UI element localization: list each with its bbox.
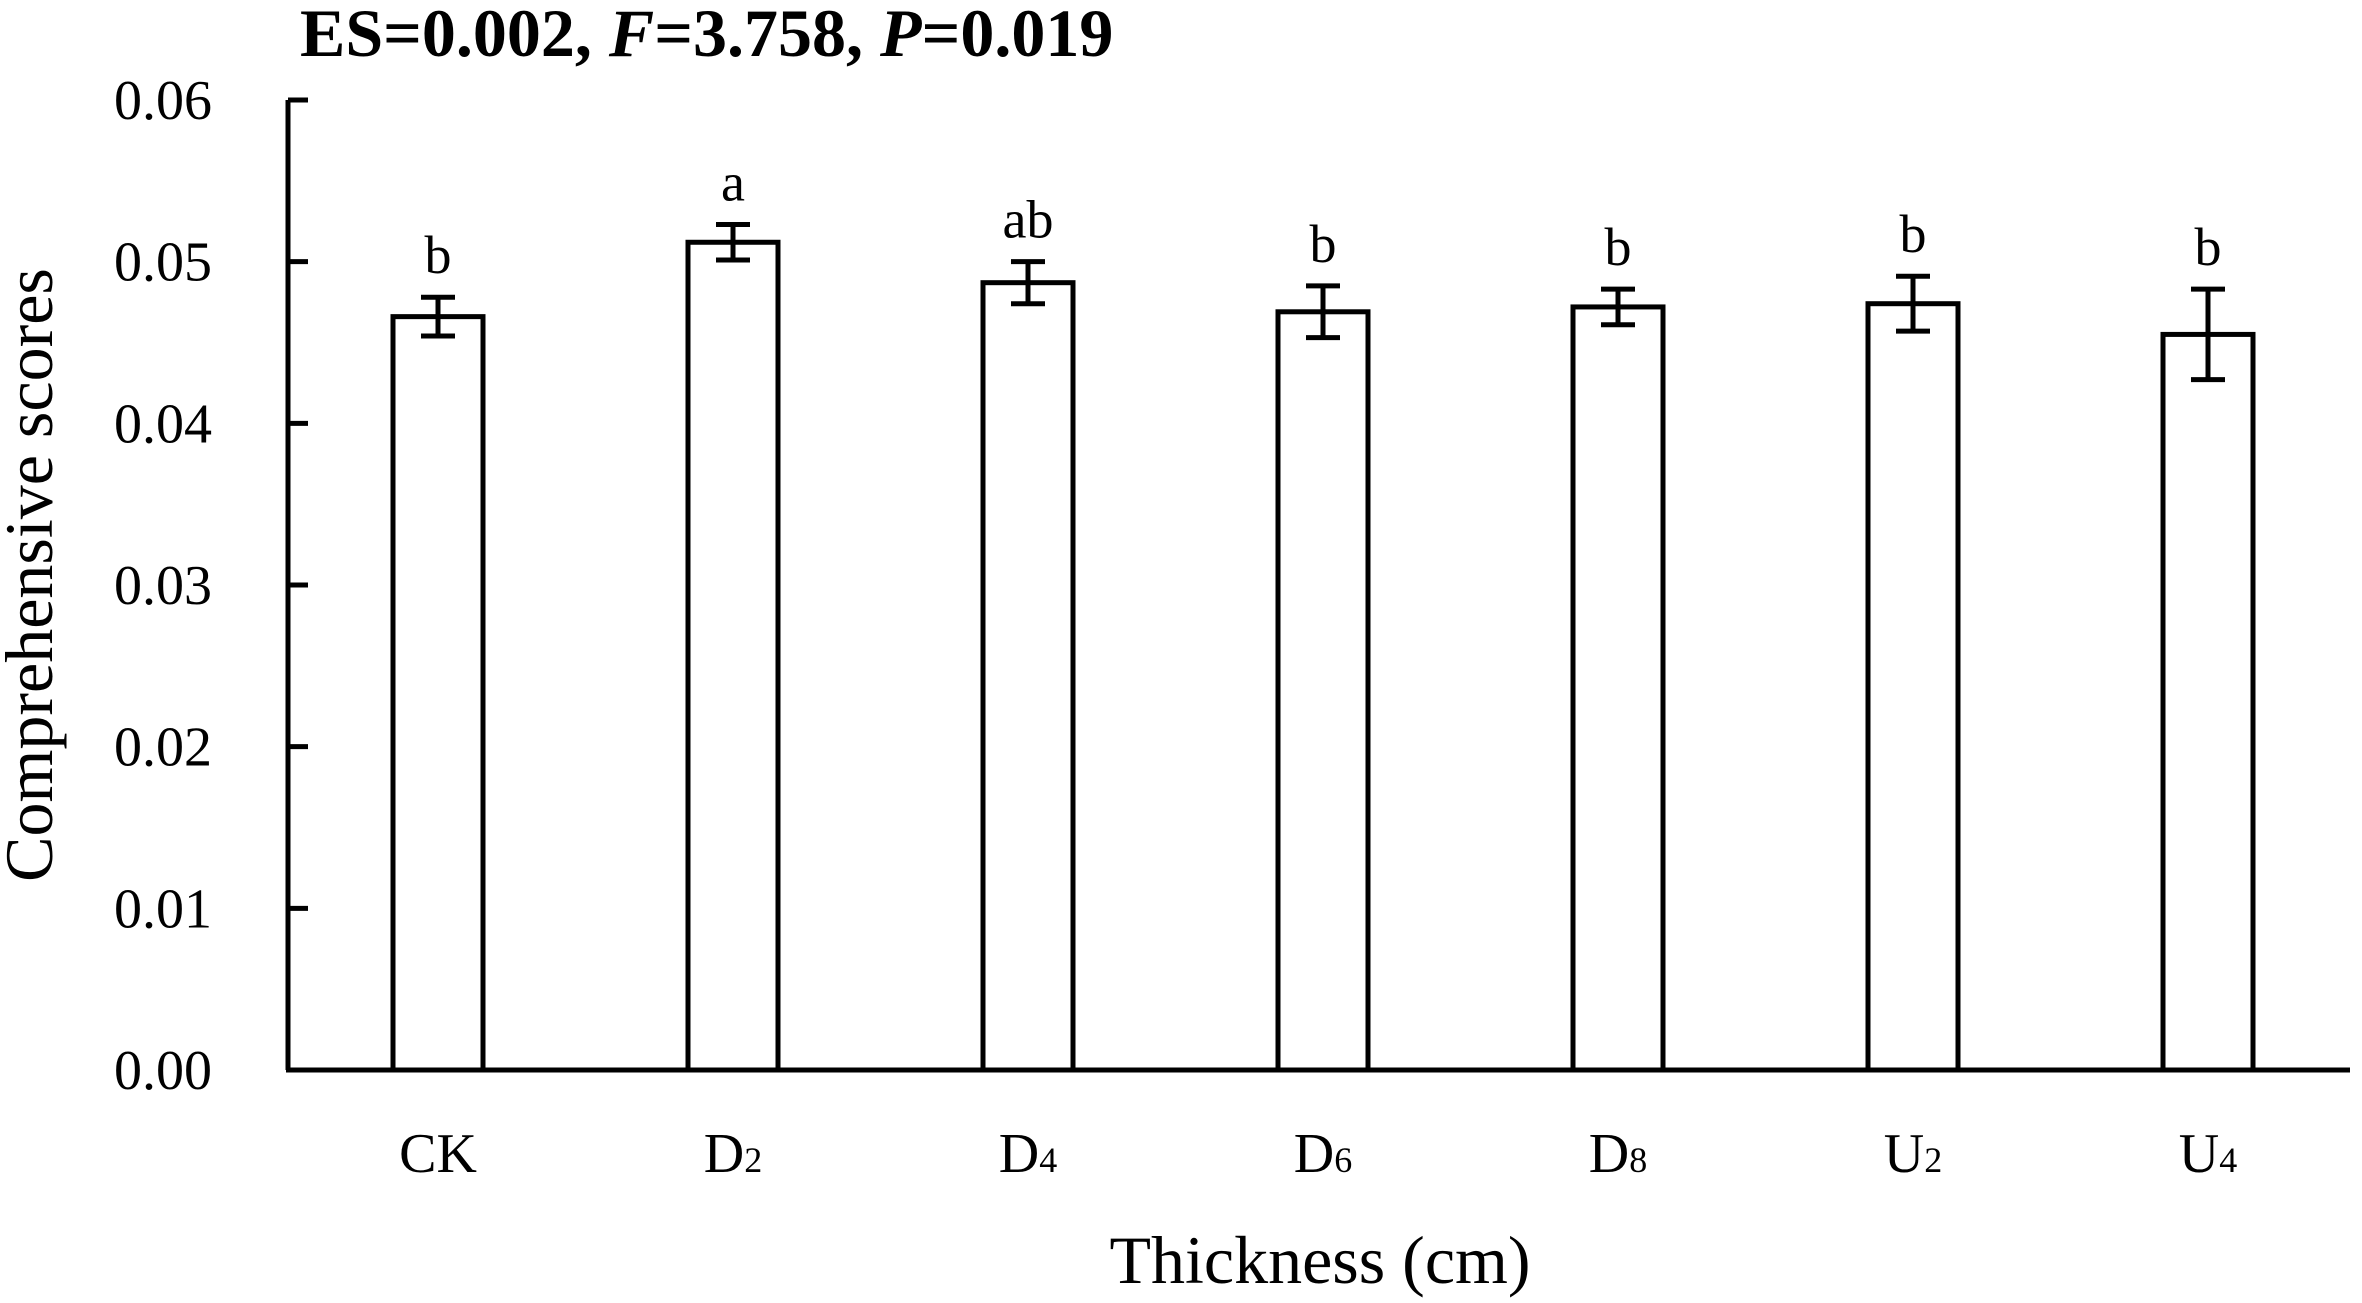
error-bar [1601, 286, 1635, 328]
error-bar [1306, 283, 1340, 341]
error-bars-group [421, 221, 2225, 383]
category-label-subscript: 2 [744, 1140, 762, 1180]
error-bar [1011, 259, 1045, 307]
bar [1865, 301, 1961, 1073]
chart-title-part: P [879, 0, 922, 71]
bar [1570, 304, 1666, 1073]
significance-label: b [1310, 214, 1337, 274]
chart-title-part: =0.019 [922, 0, 1114, 71]
significance-label: b [425, 225, 452, 285]
significance-label: b [2195, 217, 2222, 277]
category-label-base: D [1589, 1123, 1629, 1185]
chart-title-part: =3.758, [654, 0, 880, 71]
chart-title-part: F [608, 0, 654, 71]
category-label: U4 [2179, 1123, 2237, 1185]
y-axis: 0.00 0.01 0.02 0.03 0.04 0.05 0.06 [114, 70, 308, 1102]
chart-title-part: ES=0.002, [300, 0, 609, 71]
y-axis-title: Comprehensive scores [0, 268, 67, 882]
y-tick-label: 0.01 [114, 878, 212, 940]
category-label: U2 [1884, 1123, 1942, 1185]
y-tick-label: 0.05 [114, 232, 212, 294]
error-bar [1896, 273, 1930, 334]
bar [2160, 331, 2256, 1073]
bar [980, 280, 1076, 1073]
chart-title: ES=0.002, F=3.758, P=0.019 [300, 0, 1113, 71]
category-label-subscript: 8 [1629, 1140, 1647, 1180]
error-bar [2191, 286, 2225, 383]
category-label-base: U [2179, 1123, 2219, 1185]
y-tick-label: 0.04 [114, 393, 212, 455]
y-tick-label: 0.02 [114, 717, 212, 779]
significance-label: ab [1003, 190, 1054, 250]
category-label: D8 [1589, 1123, 1647, 1185]
x-axis-title: Thickness (cm) [1109, 1222, 1530, 1298]
significance-label: a [721, 152, 745, 212]
category-label: D4 [999, 1123, 1057, 1185]
category-label-subscript: 4 [2219, 1140, 2237, 1180]
category-label-base: D [704, 1123, 744, 1185]
category-label-subscript: 6 [1334, 1140, 1352, 1180]
bars-group [390, 239, 2256, 1073]
category-labels-group: CK D2 D4 D6 D8 U2 U4 [399, 1123, 2237, 1185]
category-label-base: D [999, 1123, 1039, 1185]
significance-label: b [1605, 217, 1632, 277]
bar [1275, 309, 1371, 1073]
y-tick-label: 0.00 [114, 1040, 212, 1102]
bar [390, 314, 486, 1073]
error-bar [716, 221, 750, 263]
category-label-subscript: 2 [1924, 1140, 1942, 1180]
error-bar [421, 294, 455, 339]
category-label: D6 [1294, 1123, 1352, 1185]
category-label-base: U [1884, 1123, 1924, 1185]
chart-title-group: ES=0.002, F=3.758, P=0.019 [300, 0, 1113, 71]
category-label-base: CK [399, 1123, 477, 1185]
category-label: D2 [704, 1123, 762, 1185]
category-label: CK [399, 1123, 477, 1185]
category-label-base: D [1294, 1123, 1334, 1185]
bar [685, 239, 781, 1073]
y-tick-label: 0.06 [114, 70, 212, 132]
significance-label: b [1900, 204, 1927, 264]
category-label-subscript: 4 [1039, 1140, 1057, 1180]
y-tick-label: 0.03 [114, 555, 212, 617]
significance-labels-group: b a ab b b b b [425, 152, 2222, 285]
